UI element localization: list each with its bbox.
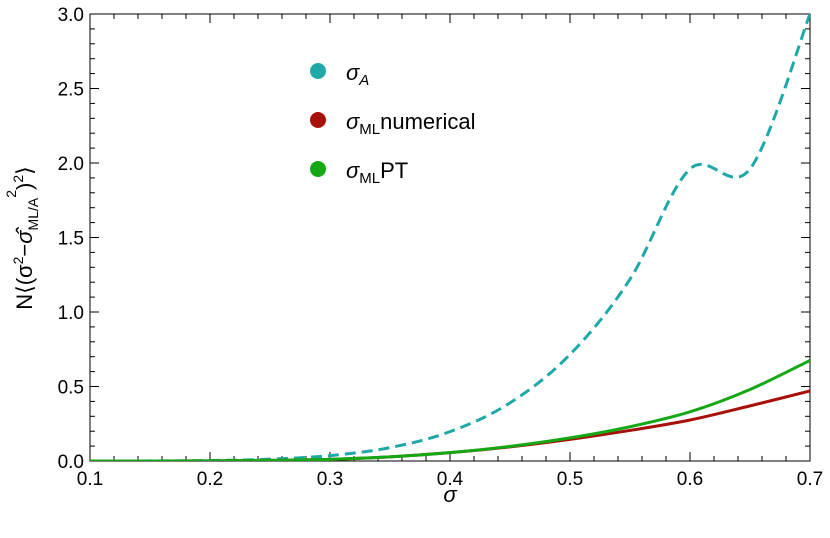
legend-suffix: PT (380, 158, 408, 183)
legend-marker (310, 161, 326, 177)
x-tick-label: 0.6 (677, 469, 703, 490)
legend-suffix: numerical (380, 109, 475, 134)
legend-subscript: ML (359, 170, 380, 187)
x-tick-label: 0.1 (77, 469, 103, 490)
x-tick-label: 0.5 (557, 469, 583, 490)
y-axis-title-sup2: 2 (3, 190, 19, 198)
legend-subscript: ML (359, 121, 380, 138)
y-tick-label: 3.0 (58, 5, 84, 26)
y-axis-title-sub: ML/A (25, 197, 41, 230)
y-tick-label: 0.5 (58, 378, 84, 399)
tick-labels: 0.1 0.2 0.3 0.4 0.5 0.6 0.7 0.0 0.5 1.0 1.5 2.0 2.5 3… (58, 5, 824, 490)
y-axis-title-end: ⟩ (12, 166, 37, 175)
plot-frame (89, 13, 811, 462)
x-tick-label: 0.2 (197, 469, 223, 490)
y-axis-title-minus: − (12, 244, 37, 257)
legend-entry: σMLnumerical (346, 109, 476, 138)
y-tick-label: 0.0 (58, 452, 84, 473)
y-axis-title-sup3: 2 (10, 175, 26, 183)
axis-ticks (89, 13, 811, 462)
x-tick-label: 0.3 (317, 469, 343, 490)
legend-symbol: σ (346, 158, 360, 183)
legend-subscript: A (358, 72, 369, 89)
y-tick-label: 1.0 (58, 303, 84, 324)
y-axis-title: N⟨(σ2−σ̂ML/A2)2⟩ (3, 166, 41, 310)
y-tick-label: 2.5 (58, 80, 84, 101)
series-layer (90, 14, 810, 461)
x-tick-label: 0.4 (437, 469, 464, 490)
legend-symbol: σ (346, 60, 360, 85)
y-axis-title-sup1: 2 (10, 256, 26, 264)
y-axis-title-sigma-hat: σ̂ (12, 226, 37, 243)
series-line-1 (90, 389, 810, 461)
legend-symbol: σ (346, 109, 360, 134)
legend-marker (310, 63, 326, 79)
legend-marker (310, 112, 326, 128)
y-tick-label: 2.0 (58, 154, 84, 175)
series-line-0 (90, 14, 810, 461)
y-axis-title-prefix: N⟨(σ (12, 264, 37, 310)
y-axis-title-close: ) (12, 183, 37, 190)
legend-entry: σA (346, 60, 369, 89)
series-line-2 (90, 359, 810, 461)
x-axis-title: σ (443, 482, 457, 507)
y-tick-label: 1.5 (58, 229, 84, 250)
x-tick-label: 0.7 (797, 469, 823, 490)
legend-entry: σMLPT (346, 158, 408, 187)
